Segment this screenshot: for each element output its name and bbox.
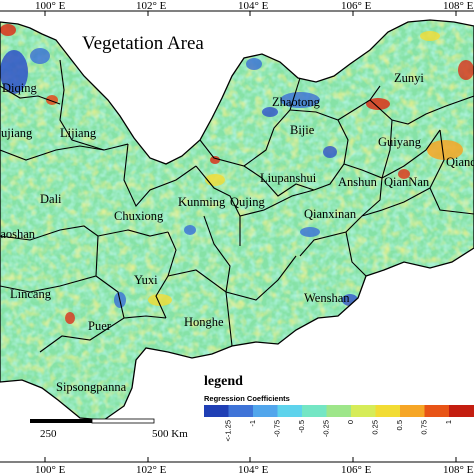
region-label: Kunming (178, 195, 226, 209)
legend-stop-label: -0.25 (322, 420, 331, 437)
legend-swatch (375, 405, 401, 417)
region-label: Anshun (338, 175, 378, 189)
bottom-tick-label: 104° E (238, 464, 269, 474)
legend-stop-label: 0 (346, 420, 355, 424)
scale-end-label: 500 Km (152, 428, 188, 440)
top-tick-label: 102° E (136, 0, 167, 12)
legend-heading: legend (204, 374, 243, 389)
legend-title: Regression Coefficients (204, 394, 290, 403)
top-tick-label: 100° E (35, 0, 66, 12)
region-label: Honghe (184, 315, 224, 329)
region-label: Lincang (10, 287, 52, 301)
region-label: Puer (88, 319, 112, 333)
legend-swatch (400, 405, 425, 417)
region-label: Sipsongpanna (56, 380, 127, 394)
prefecture-boundaries (0, 59, 474, 353)
region-label: QianNan (384, 175, 430, 189)
legend-stop-label: -0.5 (297, 420, 306, 433)
region-label: Chuxiong (114, 209, 164, 223)
legend-swatch (326, 405, 352, 417)
legend-labels: <-1.25 -1 -0.75 -0.5 -0.25 0 0.25 0.5 0.75 1 (224, 420, 454, 441)
legend-swatch (302, 405, 327, 417)
legend-swatch (449, 405, 474, 417)
legend-swatch (228, 405, 254, 417)
top-tick-label: 104° E (238, 0, 269, 12)
region-label: Bijie (290, 123, 315, 137)
region-label: Baoshan (0, 227, 36, 241)
top-tick-label: 108° E (443, 0, 474, 12)
bottom-tick-label: 100° E (35, 464, 66, 474)
hotspots (0, 24, 474, 324)
bottom-tick-label: 106° E (341, 464, 372, 474)
region-label: Wenshan (304, 291, 350, 305)
region-label: Lijiang (60, 126, 97, 140)
legend-swatches (204, 405, 474, 417)
legend-stop-label: 0.5 (395, 420, 404, 430)
legend-stop-label: <-1.25 (224, 420, 233, 441)
legend-stop-label: 0.25 (371, 420, 380, 435)
legend-swatch (204, 405, 229, 417)
legend-stop-label: 0.75 (420, 420, 429, 435)
region-label: Nujiang (0, 126, 33, 140)
region-label: Liupanshui (260, 171, 317, 185)
map-title: Vegetation Area (82, 33, 204, 54)
region-label: Guiyang (378, 135, 422, 149)
legend-swatch (253, 405, 278, 417)
region-label: Zunyi (394, 71, 424, 85)
region-label: Diqing (2, 81, 37, 95)
bottom-tick-label: 108° E (443, 464, 474, 474)
region-label: Qujing (230, 195, 265, 209)
bottom-tick-label: 102° E (136, 464, 167, 474)
legend-swatch (277, 405, 303, 417)
scale-mid-label: 250 (40, 428, 57, 440)
region-label: Qiandong (446, 155, 474, 169)
graticule-ticks (0, 10, 474, 463)
legend: legend Regression Coefficients <-1.25 -1 -… (204, 374, 474, 441)
legend-swatch (424, 405, 450, 417)
legend-stop-label: 1 (444, 420, 453, 424)
legend-swatch (351, 405, 376, 417)
scale-bar: 250 500 Km (30, 418, 188, 440)
region-label: Zhaotong (272, 95, 321, 109)
region-label: Qianxinan (304, 207, 357, 221)
top-tick-label: 106° E (341, 0, 372, 12)
region-label: Yuxi (134, 273, 158, 287)
region-labels: Diqing Nujiang Lijiang Dali Baoshan Linc… (0, 71, 474, 394)
legend-stop-label: -1 (248, 420, 257, 427)
legend-stop-label: -0.75 (273, 420, 282, 437)
region-label: Dali (40, 192, 62, 206)
